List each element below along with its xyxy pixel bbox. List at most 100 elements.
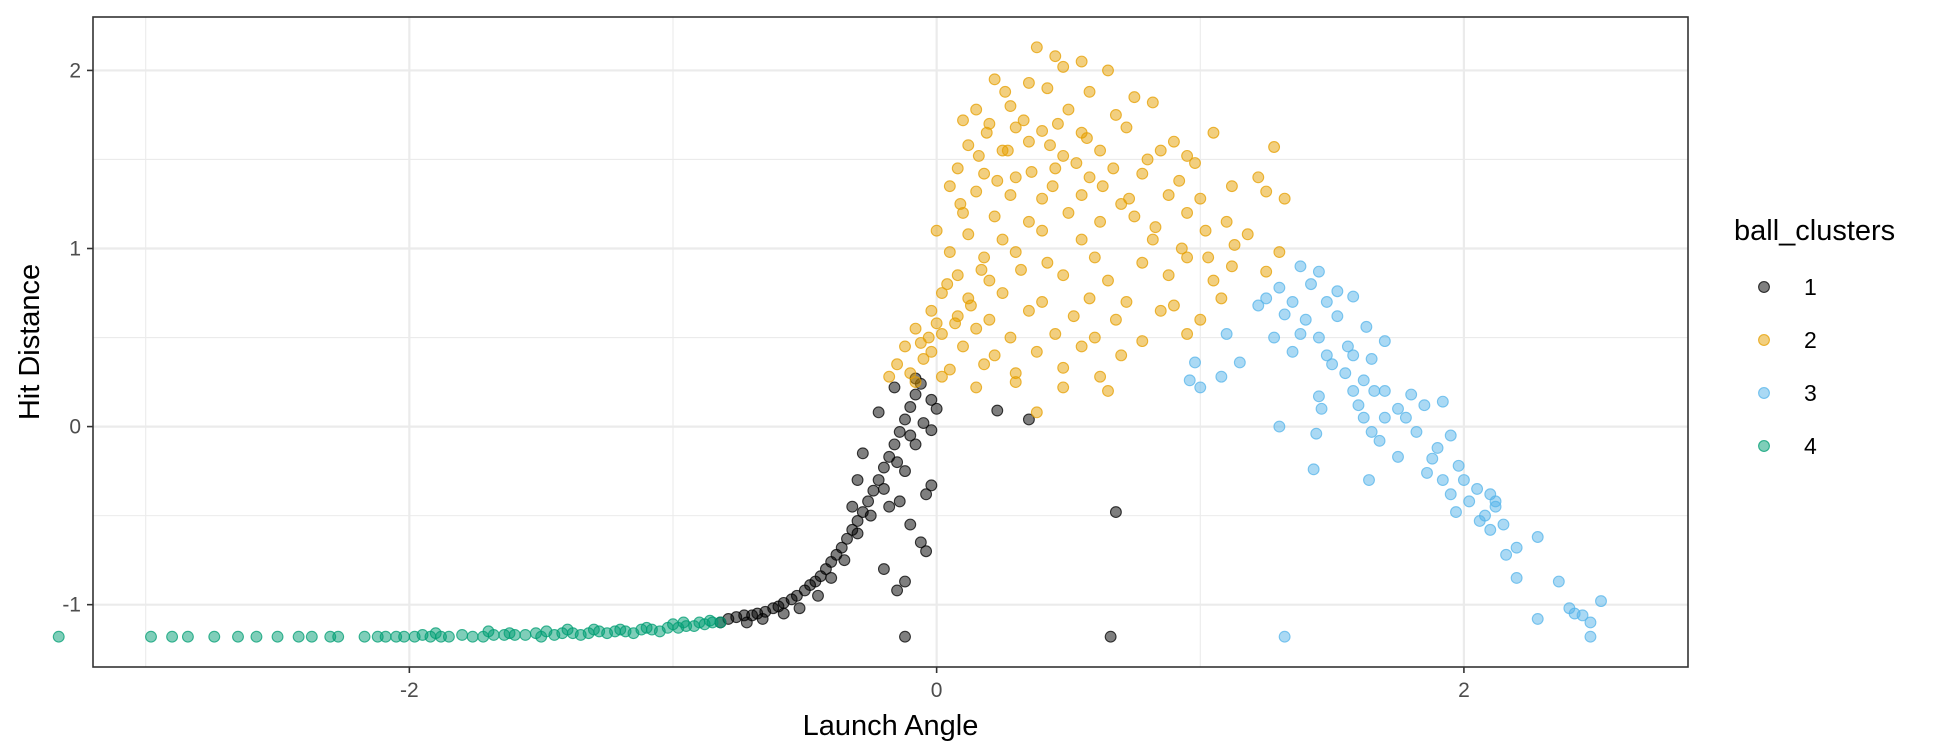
data-point-cluster-2: [1083, 85, 1096, 98]
legend-key-3: [1758, 387, 1770, 399]
data-point-cluster-2: [1123, 192, 1136, 205]
data-point-cluster-3: [1378, 335, 1391, 348]
data-point-cluster-1: [909, 388, 922, 401]
data-point-cluster-1: [793, 602, 806, 615]
data-point-cluster-3: [1392, 402, 1404, 415]
data-point-cluster-3: [1286, 295, 1299, 308]
legend-title: ball_clusters: [1734, 215, 1895, 247]
data-point-cluster-1: [867, 484, 880, 497]
data-point-cluster-2: [1075, 55, 1088, 68]
data-point-cluster-2: [1022, 215, 1035, 228]
data-point-cluster-1: [1022, 413, 1035, 426]
data-point-cluster-3: [1215, 370, 1228, 383]
data-point-cluster-2: [1088, 331, 1101, 344]
data-point-cluster-1: [899, 575, 911, 588]
data-point-cluster-2: [1207, 274, 1220, 287]
data-point-cluster-1: [925, 424, 938, 437]
data-point-cluster-1: [756, 612, 769, 625]
data-point-cluster-2: [951, 269, 964, 282]
legend: ball_clusters 1 2 3 4: [1734, 215, 1895, 459]
data-point-cluster-1: [893, 425, 906, 438]
data-point-cluster-2: [1057, 361, 1070, 374]
data-point-cluster-2: [1075, 340, 1088, 353]
data-point-cluster-4: [482, 625, 495, 638]
data-point-cluster-3: [1183, 374, 1196, 387]
data-point-cluster-2: [1009, 246, 1022, 259]
data-point-cluster-2: [1044, 139, 1056, 152]
data-point-cluster-3: [1363, 474, 1375, 486]
data-point-cluster-2: [1162, 269, 1175, 282]
data-point-cluster-4: [714, 616, 727, 629]
data-point-cluster-2: [1049, 162, 1062, 175]
data-point-cluster-2: [1094, 215, 1107, 228]
data-point-cluster-2: [1057, 149, 1070, 162]
data-point-cluster-3: [1399, 411, 1412, 424]
data-point-cluster-2: [978, 358, 991, 371]
data-point-cluster-2: [983, 313, 996, 326]
data-point-cluster-3: [1444, 429, 1457, 442]
data-point-cluster-2: [1136, 335, 1149, 348]
data-point-cluster-2: [1036, 125, 1049, 137]
data-point-cluster-2: [1149, 221, 1162, 234]
data-point-cluster-2: [1181, 328, 1194, 340]
data-point-cluster-1: [899, 630, 911, 643]
data-point-cluster-2: [978, 167, 991, 180]
data-point-cluster-2: [1088, 251, 1101, 264]
data-point-cluster-3: [1326, 358, 1339, 371]
data-point-cluster-1: [856, 447, 869, 460]
data-point-cluster-2: [941, 278, 954, 291]
data-point-cluster-2: [951, 162, 964, 175]
data-point-cluster-3: [1341, 340, 1354, 353]
data-point-cluster-3: [1360, 320, 1373, 333]
data-point-cluster-1: [838, 554, 851, 567]
data-point-cluster-3: [1294, 328, 1307, 340]
data-point-cluster-2: [970, 103, 983, 116]
data-point-cluster-2: [943, 363, 956, 376]
legend-label-2: 2: [1804, 327, 1817, 353]
data-point-cluster-2: [1146, 233, 1159, 246]
data-point-cluster-4: [332, 630, 345, 643]
data-point-cluster-2: [970, 322, 983, 335]
data-point-cluster-4: [208, 630, 221, 643]
data-point-cluster-2: [1022, 304, 1035, 317]
y-axis-title: Hit Distance: [14, 264, 46, 420]
data-point-cluster-1: [904, 429, 917, 442]
data-point-cluster-2: [996, 233, 1009, 246]
data-point-cluster-1: [991, 404, 1004, 417]
data-point-cluster-2: [943, 180, 956, 193]
data-point-cluster-4: [379, 630, 392, 643]
data-points: [52, 41, 1607, 643]
data-point-cluster-1: [888, 438, 901, 451]
legend-key-4: [1758, 440, 1770, 452]
data-point-cluster-1: [891, 456, 904, 469]
data-point-cluster-2: [975, 263, 988, 276]
data-point-cluster-2: [1062, 206, 1075, 219]
data-point-cluster-2: [1049, 328, 1062, 340]
axis-ticks: -2 0 2 -1 0 1 2: [62, 59, 1469, 702]
data-point-cluster-3: [1584, 630, 1597, 643]
x-tick-label: 0: [931, 679, 943, 702]
data-point-cluster-2: [988, 73, 1001, 86]
data-point-cluster-3: [1368, 385, 1381, 397]
data-point-cluster-4: [667, 618, 679, 631]
data-point-cluster-2: [1278, 192, 1291, 205]
data-point-cluster-2: [1202, 251, 1215, 264]
data-point-cluster-2: [1036, 224, 1049, 237]
data-point-cluster-2: [1120, 295, 1133, 308]
data-point-cluster-2: [1207, 126, 1220, 139]
data-point-cluster-1: [740, 616, 753, 629]
data-point-cluster-2: [970, 381, 983, 394]
data-point-cluster-2: [1181, 149, 1194, 162]
data-point-cluster-2: [988, 349, 1001, 362]
data-point-cluster-3: [1373, 434, 1386, 447]
data-point-cluster-4: [292, 630, 305, 643]
data-point-cluster-2: [891, 358, 904, 371]
data-point-cluster-3: [1312, 331, 1325, 344]
data-point-cluster-1: [877, 482, 890, 495]
data-point-cluster-4: [358, 630, 371, 643]
data-point-cluster-3: [1320, 295, 1333, 308]
data-point-cluster-3: [1421, 466, 1433, 479]
data-point-cluster-2: [1162, 189, 1175, 202]
data-point-cluster-2: [1083, 171, 1096, 184]
data-point-cluster-2: [925, 345, 938, 358]
